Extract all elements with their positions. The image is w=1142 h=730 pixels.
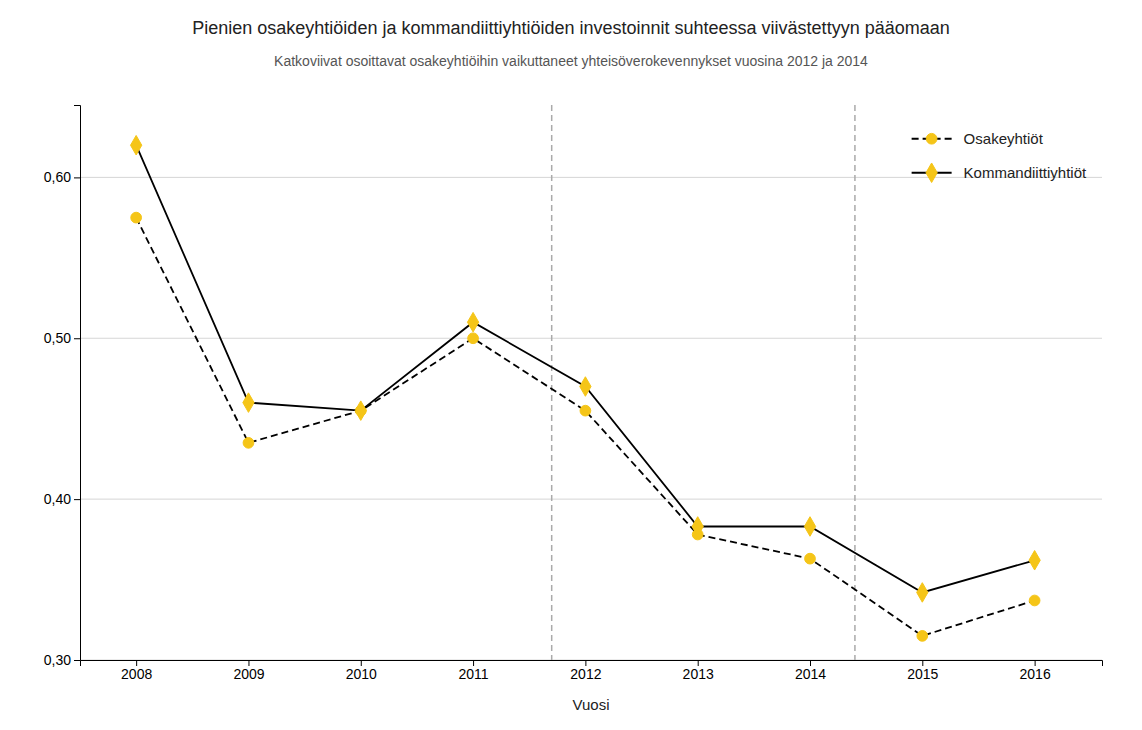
y-tick: 0,60 [44, 169, 80, 185]
x-tick: 2011 [459, 660, 489, 682]
x-tick-label: 2016 [1020, 666, 1051, 682]
x-tick: 2008 [121, 660, 152, 682]
y-tick-label: 0,60 [44, 169, 71, 185]
x-tick-label: 2012 [570, 666, 601, 682]
marker [1029, 595, 1040, 606]
grid [80, 177, 1102, 660]
reference-line [551, 105, 553, 660]
x-axis-title: Vuosi [573, 696, 610, 713]
line [136, 145, 1034, 592]
y-tick-mark [74, 338, 80, 339]
marker [1029, 551, 1040, 571]
y-tick-label: 0,30 [44, 652, 71, 668]
y-tick-mark [74, 499, 80, 500]
grid-line [80, 177, 1102, 178]
x-tick-label: 2014 [795, 666, 826, 682]
line [136, 218, 1034, 636]
legend-item: Osakeyhtiöt [912, 130, 1044, 147]
marker [131, 212, 142, 223]
plot-area: 0,30 0,40 0,50 0,60 2008 2009 2010 2011 2012 2013… [44, 105, 1103, 713]
x-tick-label: 2011 [459, 666, 489, 682]
x-axis: 2008 2009 2010 2011 2012 2013 2014 2015 2016 [81, 660, 1103, 682]
marker [243, 393, 254, 413]
marker [804, 517, 815, 537]
legend-marker [926, 163, 937, 183]
x-tick-label: 2009 [233, 666, 264, 682]
subtitle: Katkoviivat osoittavat osakeyhtiöihin va… [274, 53, 868, 69]
legend-label: Osakeyhtiöt [964, 130, 1044, 147]
x-tick-label: 2015 [907, 666, 938, 682]
x-tick: 2016 [1020, 660, 1051, 682]
reference-line [854, 105, 856, 660]
legend-label: Kommandiittiyhtiöt [964, 164, 1087, 181]
marker [467, 312, 478, 332]
marker [917, 583, 928, 603]
grid-line [80, 499, 1102, 500]
x-tick-label: 2008 [121, 666, 152, 682]
marks [131, 105, 1041, 660]
x-tick-label: 2013 [683, 666, 714, 682]
y-tick: 0,30 [44, 652, 80, 668]
x-tick: 2012 [570, 660, 601, 682]
legend: Osakeyhtiöt Kommandiittiyhtiöt [912, 130, 1087, 183]
grid-line [80, 338, 1102, 339]
title: Pienien osakeyhtiöiden ja kommandiittiyh… [192, 18, 949, 38]
legend-marker [926, 133, 937, 144]
y-tick-mark [74, 660, 80, 661]
x-tick: 2015 [907, 660, 938, 682]
y-axis-line [74, 106, 81, 661]
chart: Pienien osakeyhtiöiden ja kommandiittiyh… [0, 0, 1142, 730]
x-tick: 2009 [233, 660, 264, 682]
y-tick: 0,40 [44, 491, 80, 507]
y-tick-label: 0,40 [44, 491, 71, 507]
y-tick-label: 0,50 [44, 330, 71, 346]
marker [131, 135, 142, 155]
marker [580, 405, 591, 416]
marker [692, 517, 703, 537]
x-tick: 2013 [683, 660, 714, 682]
y-tick: 0,50 [44, 330, 80, 346]
y-axis: 0,30 0,40 0,50 0,60 [44, 106, 81, 668]
marker [243, 437, 254, 448]
x-tick: 2014 [795, 660, 826, 682]
marker [355, 401, 366, 421]
marker [805, 553, 816, 564]
marker [580, 377, 591, 397]
marker [468, 333, 479, 344]
x-tick-label: 2010 [346, 666, 377, 682]
y-tick-mark [74, 177, 80, 178]
marker [917, 631, 928, 642]
legend-item: Kommandiittiyhtiöt [912, 163, 1087, 183]
x-tick: 2010 [346, 660, 377, 682]
